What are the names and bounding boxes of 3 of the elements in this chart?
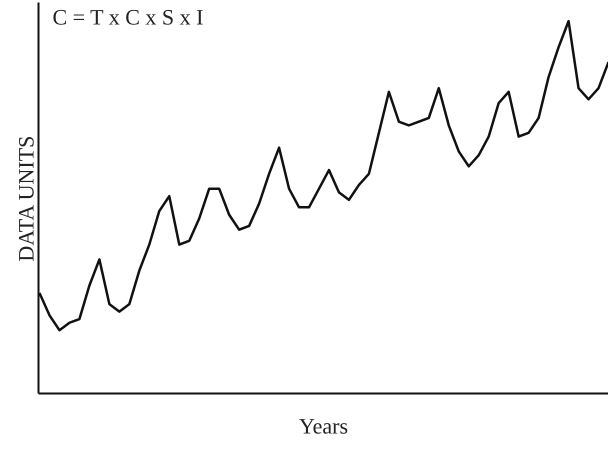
chart-title: C = T x C x S x I (52, 4, 204, 30)
y-axis-title: DATA UNITS (14, 136, 38, 262)
x-axis-title: Years (298, 414, 348, 438)
